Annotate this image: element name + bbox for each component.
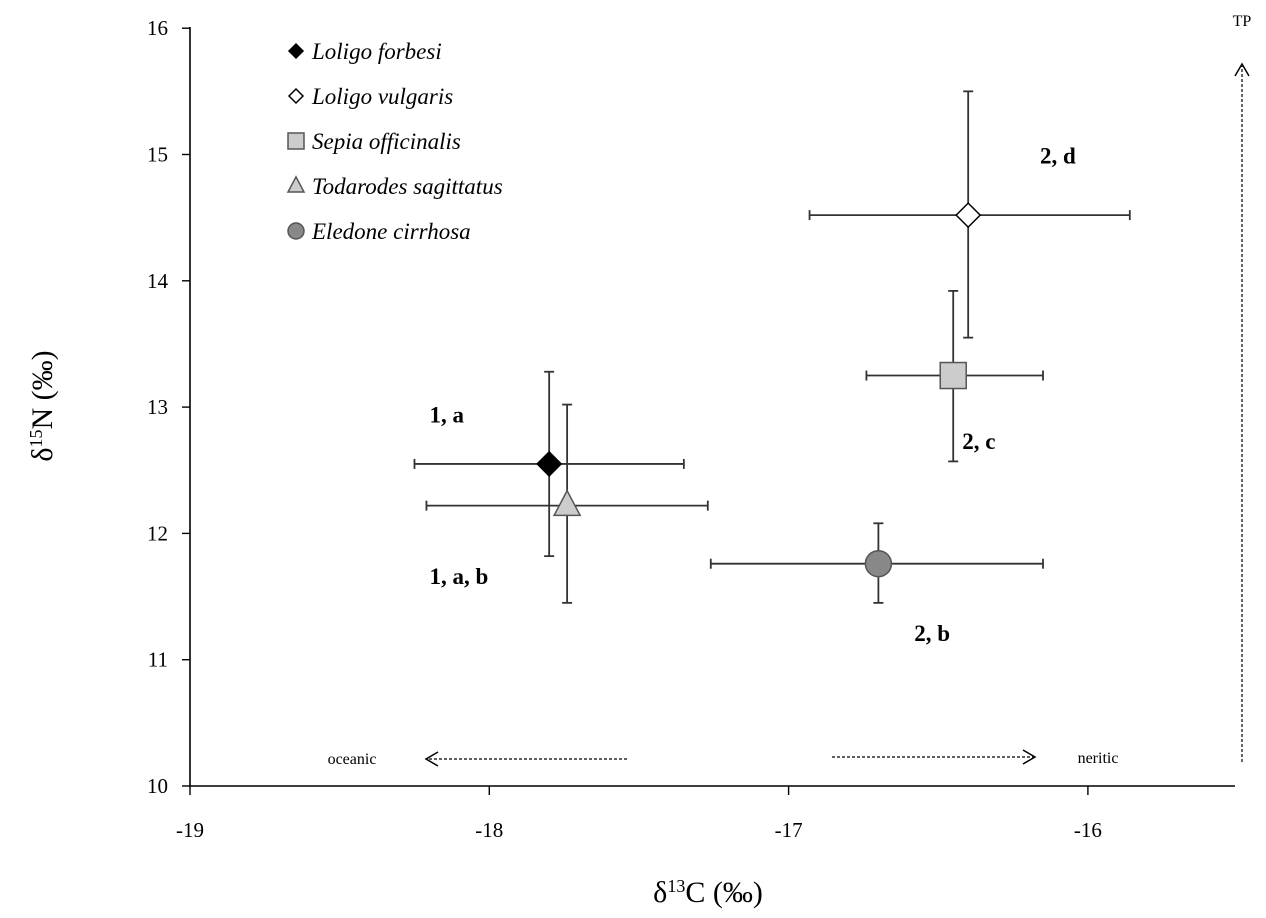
legend-label: Todarodes sagittatus [312, 174, 503, 199]
legend-marker-circle [287, 222, 305, 240]
y-tick-label: 12 [147, 521, 168, 545]
x-ticks: -19 -18 -17 -16 [176, 786, 1102, 842]
y-tick-label: 16 [147, 16, 168, 40]
x-tick-label: -19 [176, 818, 204, 842]
direction-arrows: oceanic neritic TP [328, 13, 1252, 768]
x-tick-label: -16 [1074, 818, 1102, 842]
legend-marker-diamond [287, 87, 305, 105]
group-label: 2, d [1040, 143, 1076, 168]
neritic-label: neritic [1078, 750, 1119, 767]
y-tick-label: 13 [147, 395, 168, 419]
x-tick-label: -18 [475, 818, 503, 842]
neritic-arrowhead [1022, 749, 1037, 765]
legend: Loligo forbesi Loligo vulgaris Sepia offic… [286, 39, 503, 244]
y-tick-label: 11 [148, 648, 168, 672]
x-tick-label: -17 [775, 818, 803, 842]
error-bars [413, 90, 1131, 604]
group-annotations: 1, a 1, a, b 2, d 2, c 2, b [429, 143, 1076, 645]
x-axis-title: δ13C (‰) [653, 876, 763, 909]
data-point-triangle [552, 489, 582, 517]
tp-arrowhead [1234, 62, 1250, 77]
y-tick-label: 15 [147, 143, 168, 167]
legend-label: Loligo forbesi [311, 39, 442, 64]
group-label: 1, a, b [429, 564, 488, 589]
oceanic-arrowhead [424, 751, 439, 767]
y-axis-title: δ15N (‰) [26, 350, 59, 461]
data-point-diamond [955, 202, 982, 229]
markers [536, 202, 982, 578]
tp-label: TP [1233, 13, 1252, 30]
legend-marker-square [287, 132, 305, 150]
group-label: 2, b [914, 621, 950, 646]
group-label: 2, c [962, 429, 995, 454]
legend-marker-triangle [286, 175, 306, 193]
legend-marker-diamond [287, 42, 305, 60]
y-ticks: 10 11 12 13 14 15 16 [147, 16, 190, 798]
group-label: 1, a [429, 402, 464, 427]
legend-label: Sepia officinalis [312, 129, 461, 154]
oceanic-label: oceanic [328, 751, 377, 768]
y-tick-label: 14 [147, 269, 169, 293]
legend-label: Loligo vulgaris [311, 84, 453, 109]
legend-label: Eledone cirrhosa [311, 219, 471, 244]
y-tick-label: 10 [147, 774, 168, 798]
data-point-square [939, 361, 967, 390]
data-point-circle [864, 549, 893, 578]
data-point-diamond [536, 450, 563, 477]
